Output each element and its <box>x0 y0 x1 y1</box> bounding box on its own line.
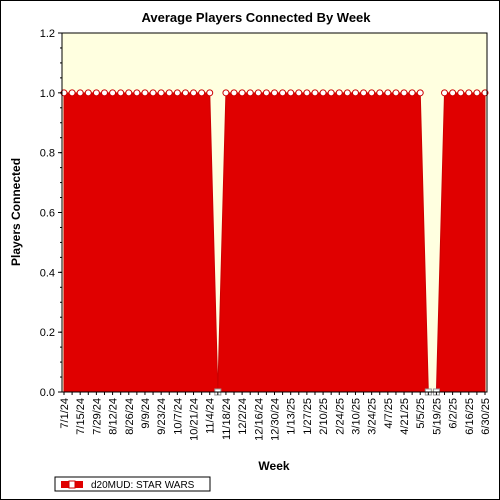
data-point <box>165 89 173 97</box>
y-tick-label: 0.8 <box>40 148 55 160</box>
data-point <box>222 89 230 97</box>
data-point <box>206 89 214 97</box>
data-point <box>384 89 392 97</box>
x-tick-label: 12/30/24 <box>270 398 282 441</box>
data-point <box>392 89 400 97</box>
x-tick-label: 4/7/25 <box>383 398 395 429</box>
data-point <box>457 89 465 97</box>
x-tick-label: 7/1/24 <box>59 398 71 429</box>
data-point <box>246 89 254 97</box>
data-point <box>327 89 335 97</box>
data-point <box>109 89 117 97</box>
data-point <box>449 89 457 97</box>
y-tick-label: 1.2 <box>40 28 55 40</box>
x-tick-label: 9/9/24 <box>140 398 152 429</box>
data-point <box>416 89 424 97</box>
chart-title: Average Players Connected By Week <box>141 10 371 25</box>
y-tick-label: 0.2 <box>40 327 55 339</box>
axis-layer: 0.0 0.2 0.4 0.6 0.8 1.0 1.2 7/1/24 7/15/24 7/29/2… <box>40 28 492 441</box>
legend: d20MUD: STAR WARS <box>54 476 211 492</box>
x-tick-label: 10/21/24 <box>189 398 201 441</box>
y-tick-label: 0.4 <box>40 267 55 279</box>
data-point <box>360 89 368 97</box>
data-point <box>465 89 473 97</box>
data-point <box>408 89 416 97</box>
y-tick-label: 0.0 <box>40 387 55 399</box>
data-point <box>279 89 287 97</box>
x-tick-label: 2/24/25 <box>334 398 346 435</box>
x-tick-label: 10/7/24 <box>172 398 184 435</box>
x-tick-label: 12/16/24 <box>253 398 265 441</box>
data-point <box>149 89 157 97</box>
data-point <box>238 89 246 97</box>
data-point <box>303 89 311 97</box>
x-tick-label: 3/10/25 <box>350 398 362 435</box>
data-point <box>76 89 84 97</box>
y-tick-label: 0.6 <box>40 208 55 220</box>
data-point <box>319 89 327 97</box>
y-axis-label: Players Connected <box>9 158 23 266</box>
data-point <box>287 89 295 97</box>
data-point <box>117 89 125 97</box>
data-point <box>100 89 108 97</box>
y-tick-label: 1.0 <box>40 88 55 100</box>
data-point <box>133 89 141 97</box>
x-tick-label: 7/15/24 <box>75 398 87 435</box>
data-point <box>173 89 181 97</box>
x-tick-label: 8/26/24 <box>124 398 136 435</box>
data-point <box>376 89 384 97</box>
x-tick-label: 11/18/24 <box>221 398 233 440</box>
area-layer <box>63 92 486 393</box>
x-tick-label: 2/10/25 <box>318 398 330 435</box>
data-point <box>262 89 270 97</box>
x-tick-label: 6/30/25 <box>480 398 492 435</box>
x-tick-label: 9/23/24 <box>156 398 168 435</box>
legend-box <box>54 476 211 492</box>
data-point <box>271 89 278 97</box>
legend-marker-icon <box>68 480 76 489</box>
data-point <box>343 89 351 97</box>
x-tick-label: 8/12/24 <box>108 398 120 435</box>
data-point <box>181 89 189 97</box>
data-point <box>141 89 149 97</box>
x-tick-label: 5/19/25 <box>431 398 443 435</box>
x-tick-label: 11/4/24 <box>205 398 217 434</box>
x-tick-label: 1/27/25 <box>302 398 314 435</box>
x-tick-label: 1/13/25 <box>286 398 298 435</box>
data-point <box>441 89 449 97</box>
data-point <box>92 89 100 97</box>
data-point <box>198 89 206 97</box>
data-point <box>157 89 165 97</box>
x-tick-label: 6/2/25 <box>448 398 460 429</box>
data-point <box>351 89 359 97</box>
data-point <box>335 89 343 97</box>
legend-label: d20MUD: STAR WARS <box>91 480 195 491</box>
data-point <box>311 89 319 97</box>
data-point <box>254 89 262 97</box>
x-tick-label: 6/16/25 <box>464 398 476 435</box>
series-area <box>63 92 486 393</box>
x-axis-label: Week <box>258 459 289 473</box>
x-tick-label: 5/5/25 <box>415 398 427 429</box>
data-point <box>295 89 303 97</box>
data-point <box>190 89 198 97</box>
x-tick-label: 3/24/25 <box>367 398 379 435</box>
data-point <box>68 89 76 97</box>
data-point <box>368 89 376 97</box>
x-tick-label: 7/29/24 <box>91 398 103 435</box>
data-point <box>84 89 92 97</box>
x-tick-label: 4/21/25 <box>399 398 411 435</box>
data-point <box>473 89 481 97</box>
data-point <box>230 89 238 97</box>
x-tick-label: 12/2/24 <box>237 398 249 435</box>
marker-layer <box>60 89 489 396</box>
data-point <box>125 89 133 97</box>
data-point <box>400 89 408 97</box>
